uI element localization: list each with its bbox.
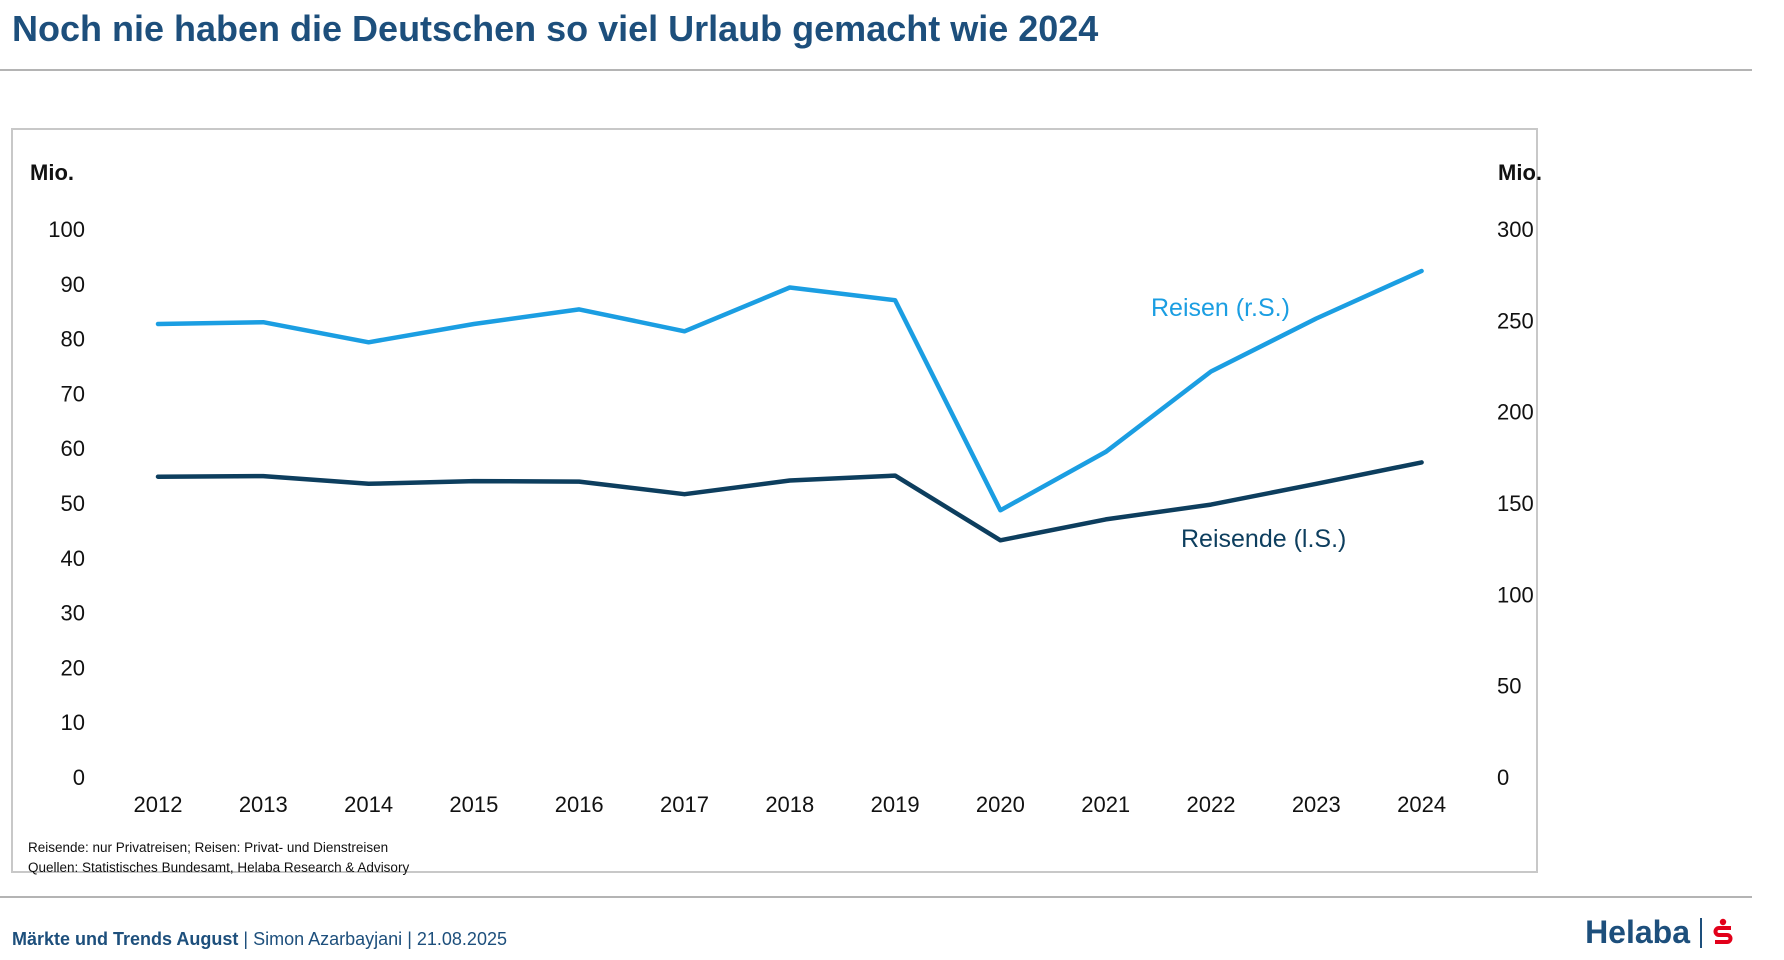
- x-axis-tick-label: 2015: [449, 792, 498, 817]
- right-axis: 0 50 100 150 200 250 300: [1497, 217, 1534, 790]
- logo-text: Helaba: [1585, 914, 1690, 950]
- left-axis: 0 10 20 30 40 50 60 70 80 90 100: [48, 217, 85, 790]
- x-axis: 2012 2013 2014 2015 2016 2017 2018 2019 2020 2021…: [134, 792, 1447, 817]
- x-axis-tick-label: 2022: [1187, 792, 1236, 817]
- left-axis-tick-label: 80: [61, 327, 85, 352]
- right-axis-tick-label: 300: [1497, 217, 1534, 242]
- helaba-logo: Helaba: [1585, 914, 1734, 951]
- right-axis-tick-label: 150: [1497, 491, 1534, 516]
- left-axis-unit: Mio.: [30, 160, 74, 185]
- left-axis-tick-label: 90: [61, 272, 85, 297]
- chart-frame: [11, 128, 1538, 873]
- footer-publication: Märkte und Trends August: [12, 929, 239, 949]
- left-axis-tick-label: 30: [61, 601, 85, 626]
- x-axis-tick-label: 2017: [660, 792, 709, 817]
- title-divider: [0, 69, 1752, 71]
- left-axis-tick-label: 60: [61, 436, 85, 461]
- footer-date: 21.08.2025: [416, 929, 507, 949]
- x-axis-tick-label: 2012: [134, 792, 183, 817]
- footer-separator: |: [243, 929, 249, 949]
- series-label-reisen: Reisen (r.S.): [1151, 294, 1290, 322]
- series-lines: [155, 268, 1424, 543]
- left-axis-tick-label: 0: [73, 765, 85, 790]
- series-line-reisen: [155, 268, 1424, 513]
- page-title: Noch nie haben die Deutschen so viel Url…: [12, 8, 1099, 49]
- footnote-sources: Quellen: Statistisches Bundesamt, Helaba…: [28, 860, 410, 875]
- right-axis-tick-label: 50: [1497, 674, 1521, 699]
- logo-divider: [1700, 917, 1702, 948]
- left-axis-tick-label: 40: [61, 546, 85, 571]
- footer: Märkte und Trends August | Simon Azarbay…: [12, 929, 507, 950]
- series-label-reisende: Reisende (l.S.): [1181, 525, 1346, 553]
- left-axis-tick-label: 50: [61, 491, 85, 516]
- x-axis-tick-label: 2023: [1292, 792, 1341, 817]
- right-axis-tick-label: 0: [1497, 765, 1509, 790]
- x-axis-tick-label: 2021: [1081, 792, 1130, 817]
- right-axis-unit: Mio.: [1498, 160, 1542, 185]
- footer-author: Simon Azarbayjani: [253, 929, 403, 949]
- x-axis-tick-label: 2020: [976, 792, 1025, 817]
- x-axis-tick-label: 2016: [555, 792, 604, 817]
- x-axis-tick-label: 2019: [871, 792, 920, 817]
- x-axis-tick-label: 2024: [1397, 792, 1446, 817]
- footer-divider: [0, 896, 1752, 898]
- sparkasse-s-icon: [1713, 918, 1733, 944]
- series-line-reisende: [155, 460, 1424, 543]
- right-axis-tick-label: 100: [1497, 582, 1534, 607]
- left-axis-tick-label: 10: [61, 710, 85, 735]
- left-axis-tick-label: 20: [61, 655, 85, 680]
- left-axis-tick-label: 70: [61, 381, 85, 406]
- right-axis-tick-label: 250: [1497, 308, 1534, 333]
- left-axis-tick-label: 100: [48, 217, 85, 242]
- x-axis-tick-label: 2013: [239, 792, 288, 817]
- x-axis-tick-label: 2014: [344, 792, 393, 817]
- right-axis-tick-label: 200: [1497, 400, 1534, 425]
- footnote-definitions: Reisende: nur Privatreisen; Reisen: Priv…: [28, 840, 389, 855]
- footer-separator: |: [407, 929, 412, 949]
- x-axis-tick-label: 2018: [765, 792, 814, 817]
